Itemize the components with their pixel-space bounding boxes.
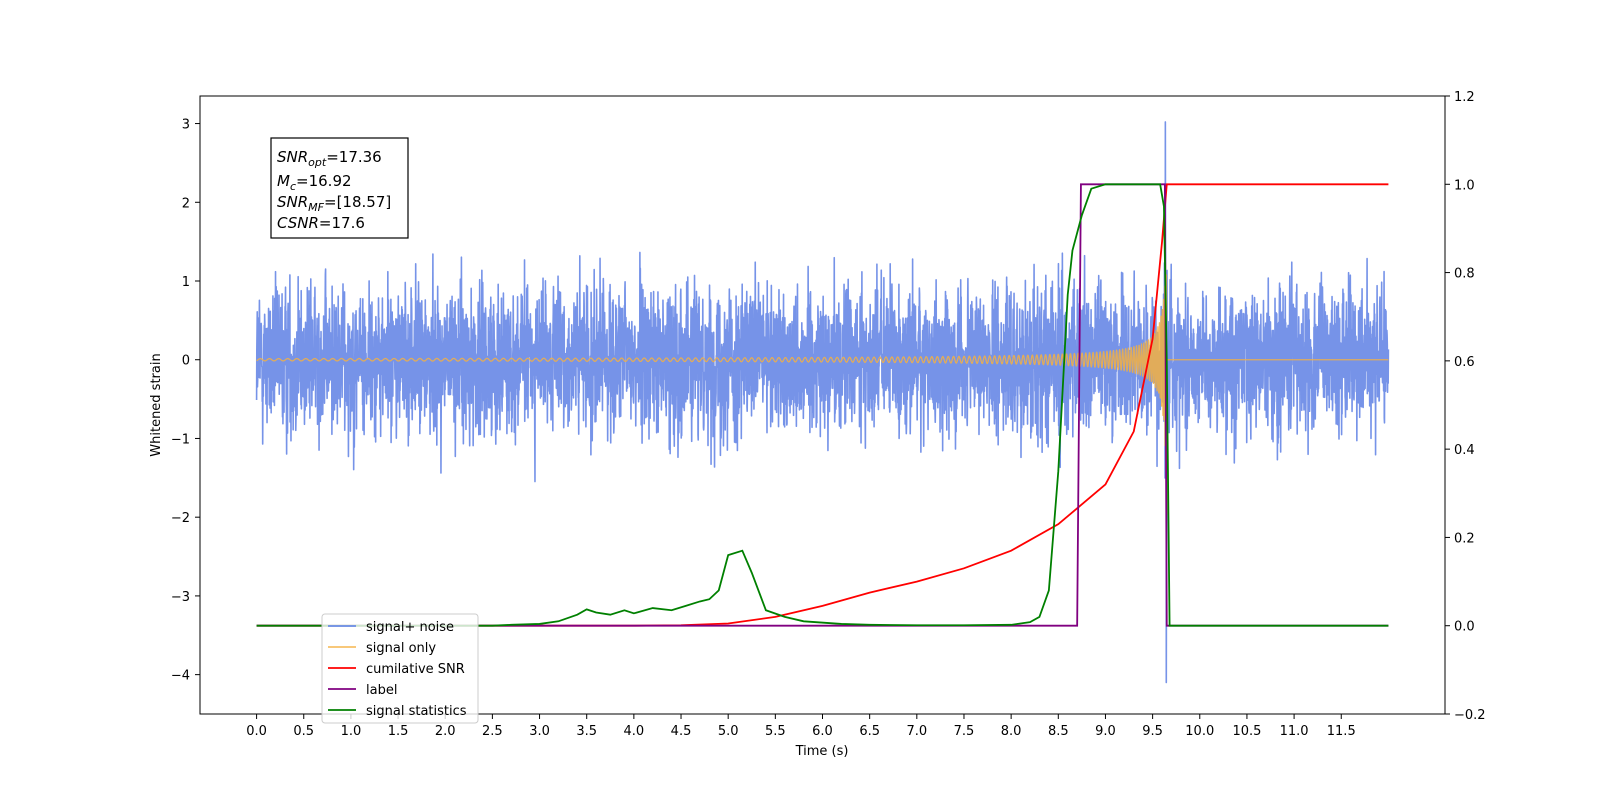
y-right-tick-label: 1.2 bbox=[1454, 90, 1475, 105]
x-tick-label: 7.5 bbox=[954, 724, 975, 739]
y-right-tick-label: 0.0 bbox=[1454, 620, 1475, 635]
y-left-tick-label: −2 bbox=[171, 511, 190, 526]
x-tick-label: 6.0 bbox=[812, 724, 833, 739]
legend-label-signal-statistics: signal statistics bbox=[366, 704, 467, 719]
legend-label-cumulative-snr: cumilative SNR bbox=[366, 662, 465, 677]
y-right-tick-label: 1.0 bbox=[1454, 178, 1475, 193]
legend-item-cumulative-snr: cumilative SNR bbox=[328, 662, 465, 677]
y-left-tick-label: 0 bbox=[182, 354, 190, 369]
x-tick-label: 8.0 bbox=[1001, 724, 1022, 739]
x-tick-label: 0.5 bbox=[293, 724, 314, 739]
x-tick-label: 1.5 bbox=[388, 724, 409, 739]
legend-label-signal-only: signal only bbox=[366, 641, 436, 656]
series-signal-only-line bbox=[256, 262, 1389, 515]
x-tick-label: 3.0 bbox=[529, 724, 550, 739]
y-right-tick-label: −0.2 bbox=[1454, 708, 1486, 723]
annotation-csnr: CSNR=17.6 bbox=[277, 214, 365, 232]
y-left-tick-label: 3 bbox=[182, 118, 190, 133]
legend-item-label: label bbox=[328, 683, 397, 698]
x-tick-label: 11.0 bbox=[1280, 724, 1309, 739]
x-tick-label: 5.0 bbox=[718, 724, 739, 739]
x-tick-label: 0.0 bbox=[246, 724, 267, 739]
x-tick-label: 3.5 bbox=[576, 724, 597, 739]
y-left-tick-label: −3 bbox=[171, 590, 190, 605]
legend-item-signal-noise: signal+ noise bbox=[328, 620, 454, 635]
legend-label-label: label bbox=[366, 683, 397, 698]
legend: signal+ noise signal only cumilative SNR… bbox=[321, 613, 479, 724]
y-right-tick-label: 0.6 bbox=[1454, 355, 1475, 370]
annotation-box: SNRopt=17.36 Mc=16.92 SNRMF=[18.57] CSNR… bbox=[270, 137, 409, 239]
legend-frame bbox=[321, 613, 479, 724]
legend-item-signal-only: signal only bbox=[328, 641, 436, 656]
y-right-tick-label: 0.2 bbox=[1454, 531, 1475, 546]
x-tick-label: 10.0 bbox=[1185, 724, 1214, 739]
y-axis-label: Whitened strain bbox=[149, 353, 164, 456]
annotation-snr-mf: SNRMF=[18.57] bbox=[277, 193, 391, 214]
y-left-tick-label: −4 bbox=[171, 669, 190, 684]
x-tick-label: 5.5 bbox=[765, 724, 786, 739]
annotation-snr-opt: SNRopt=17.36 bbox=[277, 148, 382, 169]
x-tick-label: 1.0 bbox=[341, 724, 362, 739]
x-tick-label: 2.0 bbox=[435, 724, 456, 739]
y-right-tick-label: 0.8 bbox=[1454, 267, 1475, 282]
x-tick-label: 8.5 bbox=[1048, 724, 1069, 739]
y-left-tick-label: 1 bbox=[182, 275, 190, 290]
x-axis: 0.0 0.5 1.0 1.5 2.0 2.5 3.0 3.5 4.0 4.5 5.0 5.5 6.0 6… bbox=[246, 714, 1356, 739]
plot-area bbox=[255, 121, 1390, 684]
legend-item-signal-statistics: signal statistics bbox=[328, 704, 467, 719]
annotation-frame bbox=[270, 137, 409, 239]
y-left-tick-label: 2 bbox=[182, 196, 190, 211]
x-tick-label: 7.0 bbox=[906, 724, 927, 739]
y-axis-left: 3 2 1 0 −1 −2 −3 −4 bbox=[171, 118, 200, 684]
series-cumulative-snr-line bbox=[256, 183, 1389, 627]
x-tick-label: 2.5 bbox=[482, 724, 503, 739]
x-tick-label: 4.5 bbox=[671, 724, 692, 739]
legend-label-signal-noise: signal+ noise bbox=[366, 620, 454, 635]
y-left-tick-label: −1 bbox=[171, 432, 190, 447]
y-right-tick-label: 0.4 bbox=[1454, 443, 1475, 458]
annotation-mc: Mc=16.92 bbox=[277, 172, 352, 193]
x-tick-label: 6.5 bbox=[859, 724, 880, 739]
x-tick-label: 10.5 bbox=[1232, 724, 1261, 739]
x-tick-label: 9.5 bbox=[1142, 724, 1163, 739]
x-tick-label: 9.0 bbox=[1095, 724, 1116, 739]
y-axis-right: 1.2 1.0 0.8 0.6 0.4 0.2 0.0 −0.2 bbox=[1445, 90, 1486, 723]
series-signal-statistics-line bbox=[256, 183, 1389, 627]
x-tick-label: 11.5 bbox=[1327, 724, 1356, 739]
x-tick-label: 4.0 bbox=[624, 724, 645, 739]
x-axis-label: Time (s) bbox=[795, 744, 849, 759]
